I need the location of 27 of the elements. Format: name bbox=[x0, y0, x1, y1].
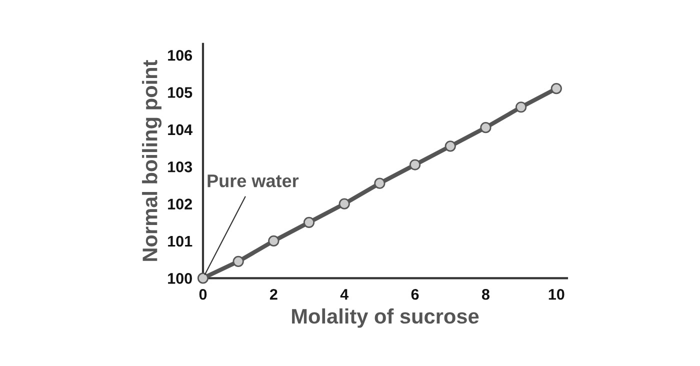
point bbox=[338, 198, 350, 210]
y-tick-label: 100 bbox=[168, 273, 192, 284]
point bbox=[232, 256, 244, 267]
point bbox=[480, 122, 492, 134]
x-tick-label: 6 bbox=[411, 288, 419, 300]
point bbox=[374, 178, 386, 189]
x-tick-label: 0 bbox=[199, 288, 207, 300]
x-tick-label: 8 bbox=[482, 288, 490, 300]
y-tick-label: 104 bbox=[168, 124, 193, 136]
y-tick-label: 106 bbox=[168, 50, 192, 61]
point bbox=[268, 235, 280, 247]
y-tick-label: 103 bbox=[168, 161, 192, 172]
y-axis-title: Normal boiling point bbox=[142, 60, 162, 261]
point bbox=[303, 216, 315, 228]
point bbox=[444, 140, 456, 152]
x-tick-label: 2 bbox=[270, 288, 278, 300]
x-axis-title: Molality of sucrose bbox=[292, 308, 479, 328]
x-tick-label: 4 bbox=[340, 289, 349, 300]
x-tick-label: 10 bbox=[548, 288, 564, 300]
y-tick-label: 102 bbox=[168, 198, 192, 210]
point bbox=[550, 82, 562, 94]
annotation: Pure water bbox=[208, 174, 299, 188]
point bbox=[516, 102, 527, 113]
point bbox=[409, 159, 421, 170]
point bbox=[197, 272, 209, 284]
y-tick-label: 105 bbox=[168, 87, 192, 98]
y-tick-label: 101 bbox=[168, 236, 192, 247]
